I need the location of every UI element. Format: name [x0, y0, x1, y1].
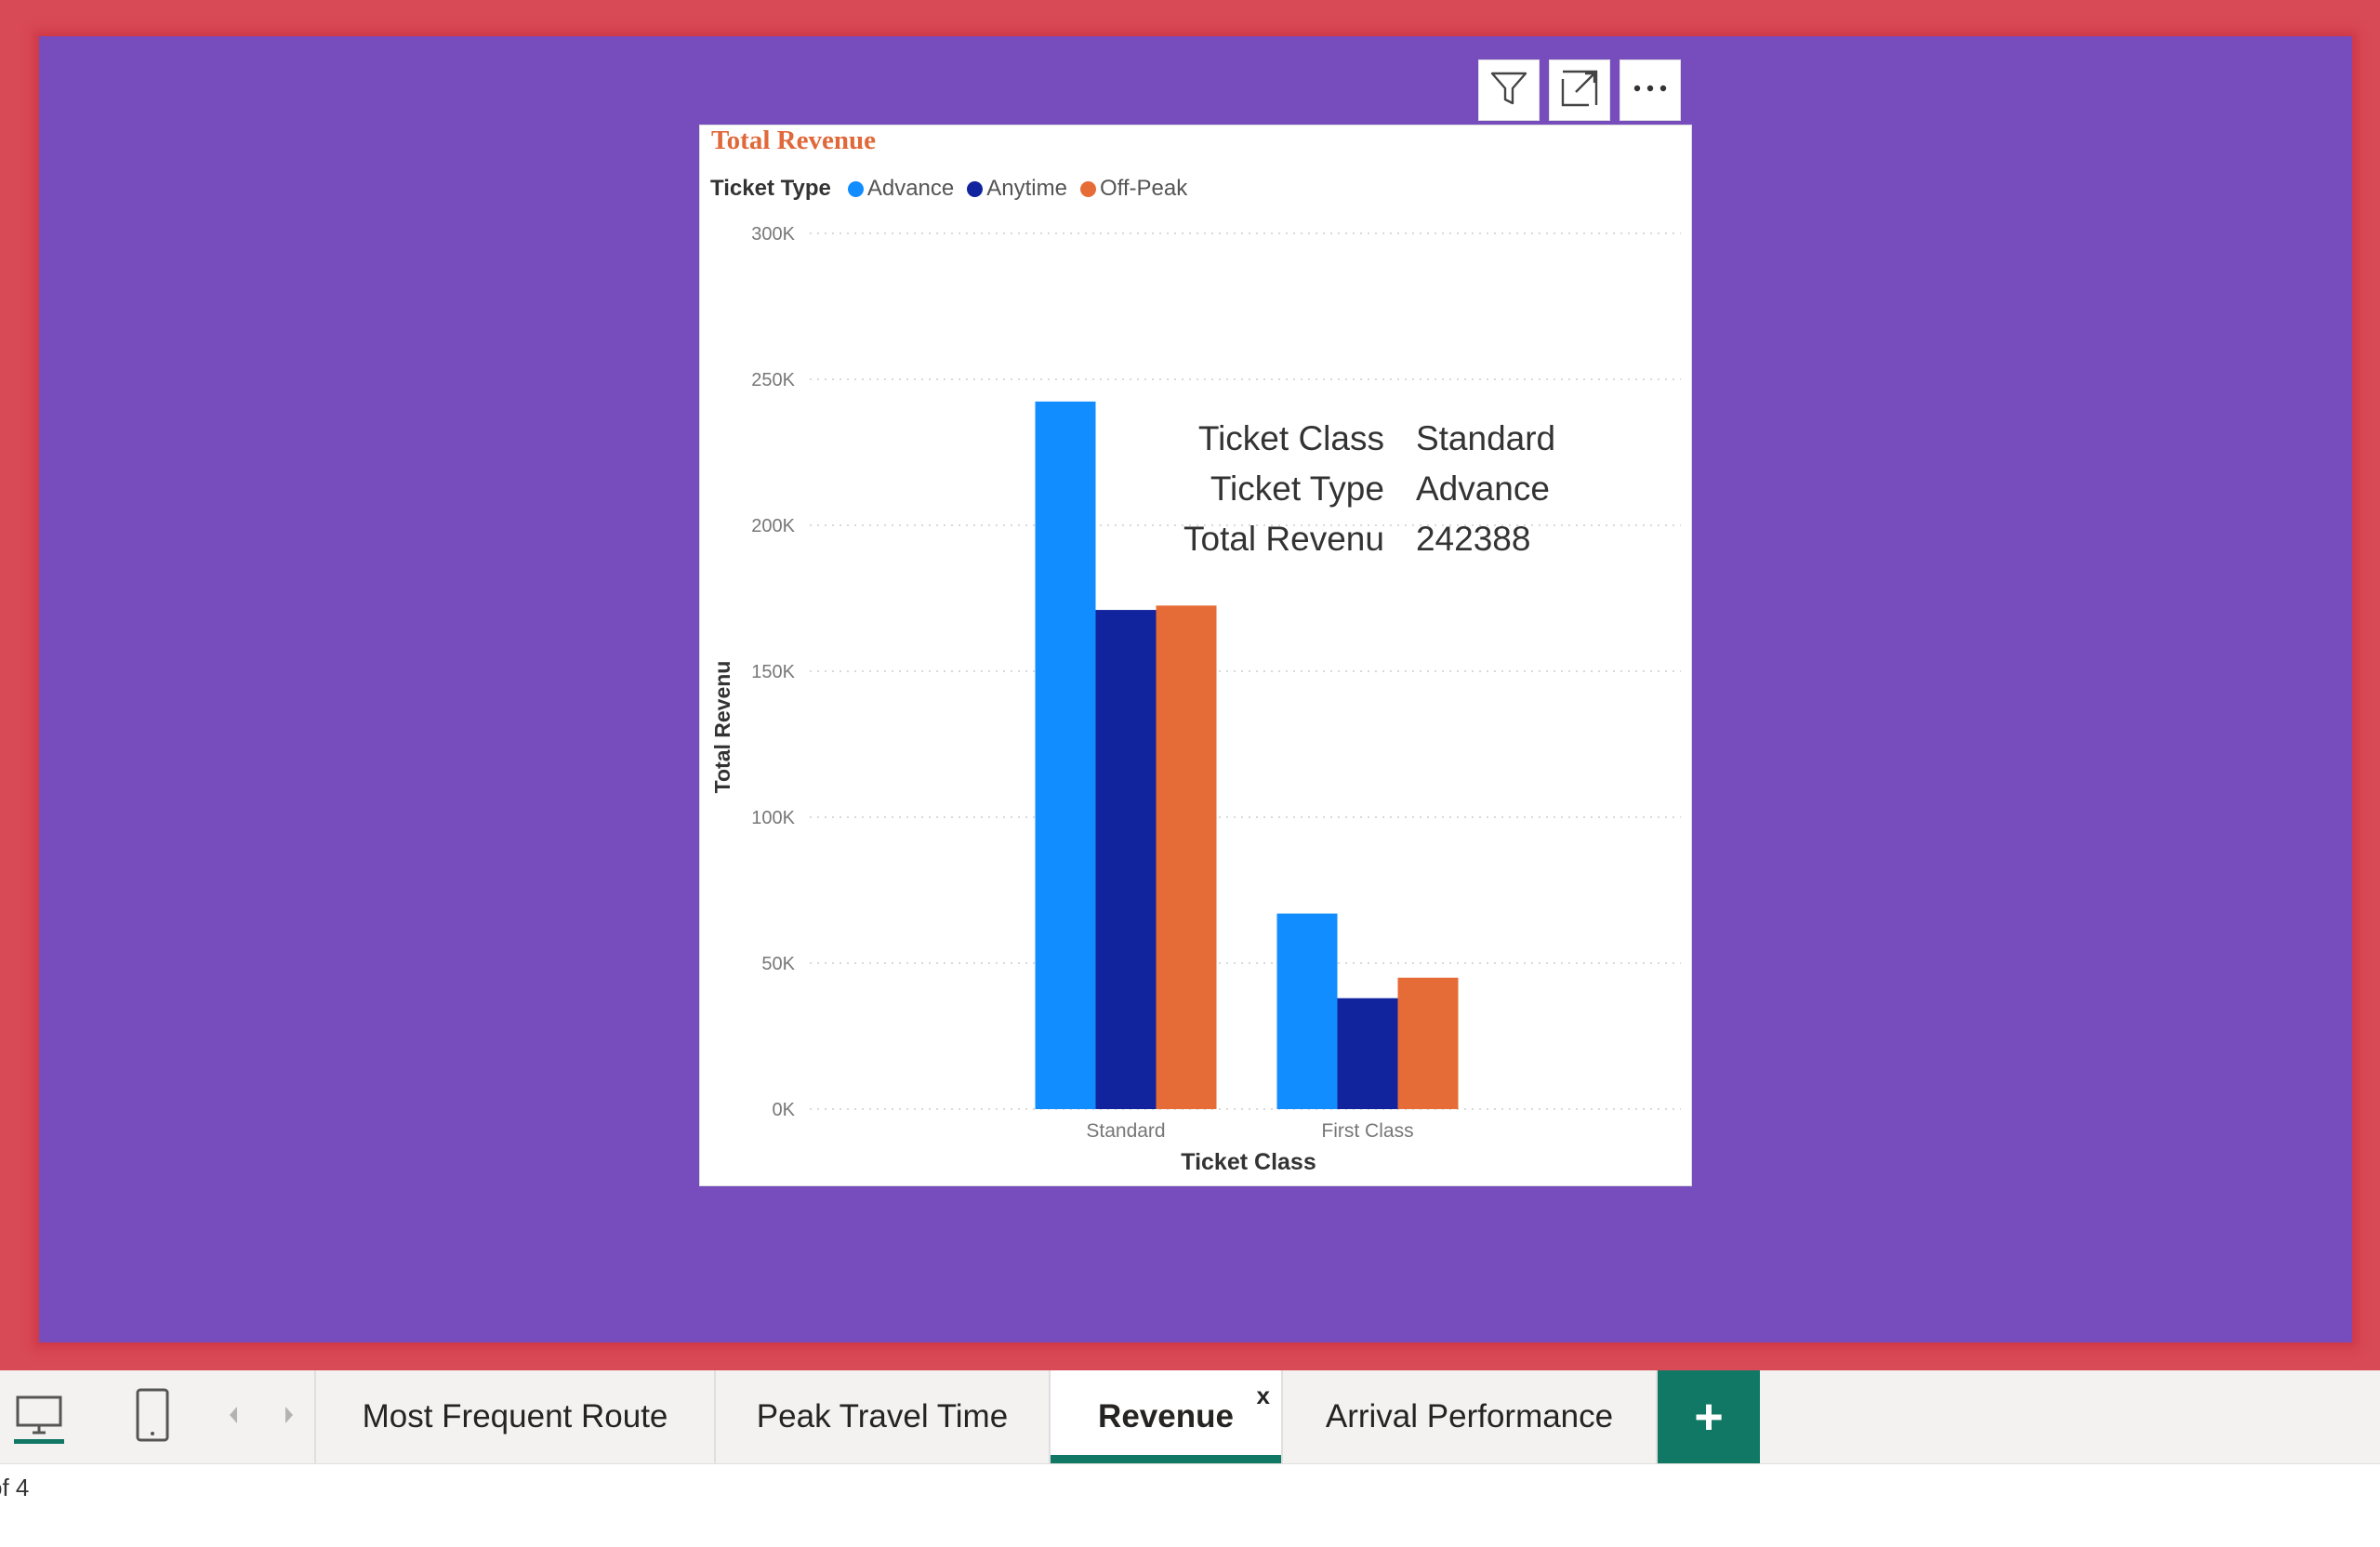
plus-icon: +	[1694, 1389, 1724, 1445]
tab-most-frequent-route[interactable]: Most Frequent Route	[314, 1370, 714, 1463]
chart-tooltip: Ticket Class Standard Ticket Type Advance …	[1183, 414, 1555, 564]
page-tabs: Most Frequent Route Peak Travel Time Rev…	[314, 1370, 1658, 1463]
page-count-text: of 4	[0, 1474, 30, 1501]
legend-label: Off-Peak	[1099, 176, 1188, 201]
legend-label: Anytime	[986, 176, 1067, 201]
focus-mode-icon	[1559, 68, 1600, 113]
tooltip-key: Ticket Type	[1210, 469, 1384, 508]
tab-peak-travel-time[interactable]: Peak Travel Time	[714, 1370, 1049, 1463]
y-tick-label: 300K	[751, 224, 795, 245]
tooltip-key: Ticket Class	[1197, 419, 1384, 457]
desktop-layout-button[interactable]	[0, 1370, 78, 1463]
bar-advance-standard[interactable]	[1035, 401, 1096, 1109]
legend-dot	[967, 180, 984, 197]
tooltip-key: Total Revenu	[1183, 520, 1384, 558]
add-page-button[interactable]: +	[1658, 1370, 1760, 1463]
chart-legend: Ticket Type Advance Anytime Off-Peak	[710, 176, 1200, 202]
y-tick-label: 250K	[751, 370, 795, 390]
mobile-layout-button[interactable]	[123, 1370, 182, 1463]
close-tab-button[interactable]: x	[1256, 1382, 1270, 1409]
y-axis-title: Total Revenu	[710, 661, 734, 794]
legend-title: Ticket Type	[710, 176, 831, 201]
tab-label: Arrival Performance	[1325, 1398, 1614, 1435]
y-tick-label: 150K	[751, 662, 795, 682]
mobile-icon	[134, 1386, 171, 1448]
bar-anytime-first-class[interactable]	[1337, 998, 1398, 1109]
x-axis-title: Ticket Class	[1181, 1149, 1316, 1175]
y-tick-label: 50K	[761, 954, 795, 974]
bar-off-peak-standard[interactable]	[1156, 605, 1217, 1109]
chart-title: Total Revenue	[711, 126, 876, 155]
y-tick-label: 200K	[751, 516, 795, 536]
legend-dot	[847, 180, 864, 197]
tab-arrival-performance[interactable]: Arrival Performance	[1281, 1370, 1658, 1463]
legend-item-advance[interactable]: Advance	[847, 176, 955, 202]
legend-dot	[1079, 180, 1096, 197]
legend-item-anytime[interactable]: Anytime	[967, 176, 1067, 202]
filter-button[interactable]	[1478, 60, 1540, 121]
chevron-left-icon	[224, 1401, 243, 1434]
tooltip-value: Advance	[1415, 469, 1550, 508]
tab-revenue[interactable]: Revenue x	[1049, 1370, 1281, 1463]
previous-page-button[interactable]	[219, 1370, 247, 1463]
tab-label: Revenue	[1098, 1398, 1234, 1435]
tooltip-value: Standard	[1415, 419, 1556, 457]
bar-chart-visual[interactable]: Total Revenue Ticket Type Advance Anytim…	[699, 125, 1692, 1186]
focus-mode-button[interactable]	[1549, 60, 1610, 121]
bar-anytime-standard[interactable]	[1095, 610, 1157, 1109]
page-navigation-bar: Most Frequent Route Peak Travel Time Rev…	[0, 1370, 2380, 1464]
chevron-right-icon	[280, 1401, 298, 1434]
chart-plot: 0K 50K 100K 150K 200K 250K 300K Standard First C…	[710, 224, 1681, 1175]
y-tick-label: 100K	[751, 808, 795, 828]
y-tick-label: 0K	[773, 1100, 796, 1120]
more-options-icon	[1630, 68, 1671, 113]
x-tick-label: First Class	[1321, 1120, 1413, 1142]
desktop-icon	[10, 1386, 68, 1448]
legend-label: Advance	[866, 176, 955, 201]
filter-icon	[1488, 68, 1529, 113]
status-bar: of 4	[0, 1464, 2380, 1501]
tab-label: Peak Travel Time	[756, 1398, 1009, 1435]
x-tick-label: Standard	[1086, 1120, 1165, 1142]
visual-header	[1478, 60, 1681, 123]
bar-advance-first-class[interactable]	[1276, 913, 1338, 1109]
next-page-button[interactable]	[275, 1370, 303, 1463]
more-options-button[interactable]	[1620, 60, 1681, 121]
bar-off-peak-first-class[interactable]	[1397, 977, 1459, 1109]
tooltip-value: 242388	[1415, 520, 1531, 558]
legend-item-off-peak[interactable]: Off-Peak	[1079, 176, 1188, 202]
tab-label: Most Frequent Route	[362, 1398, 668, 1435]
